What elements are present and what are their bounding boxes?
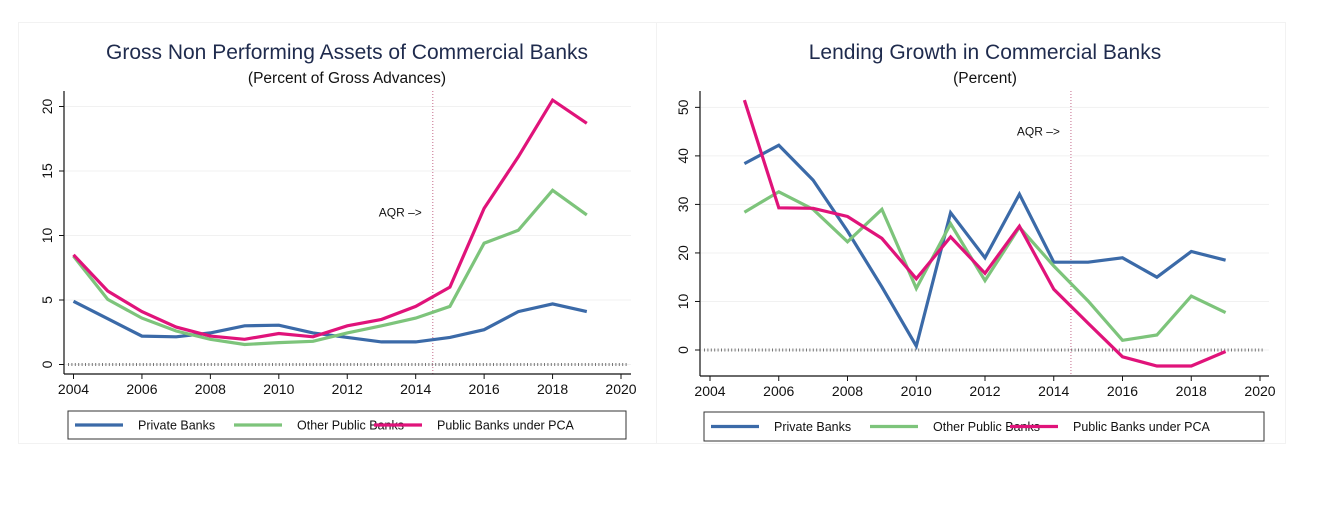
chart-title: Gross Non Performing Assets of Commercia… [106,41,588,64]
aqr-annotation: AQR –> [1017,125,1060,139]
npa-chart: Gross Non Performing Assets of Commercia… [39,41,637,440]
aqr-annotation: AQR –> [379,205,422,219]
x-tick-label: 2016 [469,381,500,397]
y-tick-label: 0 [675,346,691,354]
y-tick-label: 50 [675,99,691,115]
lending-chart-panel: Lending Growth in Commercial Banks (Perc… [656,22,1286,444]
chart-subtitle: (Percent) [953,70,1017,87]
x-tick-label: 2008 [195,381,226,397]
x-tick-label: 2004 [58,381,89,397]
x-tick-label: 2012 [969,383,1000,399]
y-tick-label: 10 [675,293,691,309]
x-tick-label: 2008 [832,383,863,399]
y-tick-label: 40 [675,148,691,164]
y-tick-label: 0 [39,360,55,368]
y-tick-label: 5 [39,296,55,304]
chart-title: Lending Growth in Commercial Banks [809,41,1162,64]
x-tick-label: 2006 [763,383,794,399]
x-tick-label: 2010 [901,383,932,399]
legend-label: Private Banks [138,419,215,433]
y-tick-label: 20 [675,245,691,261]
x-tick-label: 2006 [126,381,157,397]
x-tick-label: 2020 [1244,383,1275,399]
x-tick-label: 2012 [332,381,363,397]
x-tick-label: 2014 [400,381,431,397]
legend-label: Other Public Banks [297,419,404,433]
legend-box [703,411,1265,442]
legend-label: Private Banks [774,420,851,434]
y-tick-label: 15 [39,163,55,179]
legend-label: Public Banks under PCA [437,419,575,433]
legend-label: Other Public Banks [933,420,1040,434]
y-tick-label: 10 [39,228,55,244]
legend: Private Banks Other Public Banks Public Ba… [67,410,627,440]
series-line-other-public-banks [72,188,588,347]
series-line-other-public-banks [743,189,1227,343]
npa-chart-panel: Gross Non Performing Assets of Commercia… [18,22,657,444]
legend: Private Banks Other Public Banks Public Ba… [703,411,1265,442]
y-tick-label: 30 [675,196,691,212]
series-line-public-banks-under-pca [72,97,588,341]
legend-box [67,410,627,440]
x-tick-label: 2020 [605,381,636,397]
y-tick-label: 20 [39,99,55,115]
legend-label: Public Banks under PCA [1073,420,1211,434]
series-line-private-banks [743,143,1226,351]
x-tick-label: 2018 [1176,383,1207,399]
x-tick-label: 2018 [537,381,568,397]
series-line-public-banks-under-pca [742,99,1227,368]
x-tick-label: 2016 [1107,383,1138,399]
chart-subtitle: (Percent of Gross Advances) [248,70,446,87]
series-line-private-banks [72,299,588,344]
x-tick-label: 2004 [694,383,725,399]
x-tick-label: 2014 [1038,383,1069,399]
x-tick-label: 2010 [263,381,294,397]
lending-chart: Lending Growth in Commercial Banks (Perc… [675,41,1276,442]
